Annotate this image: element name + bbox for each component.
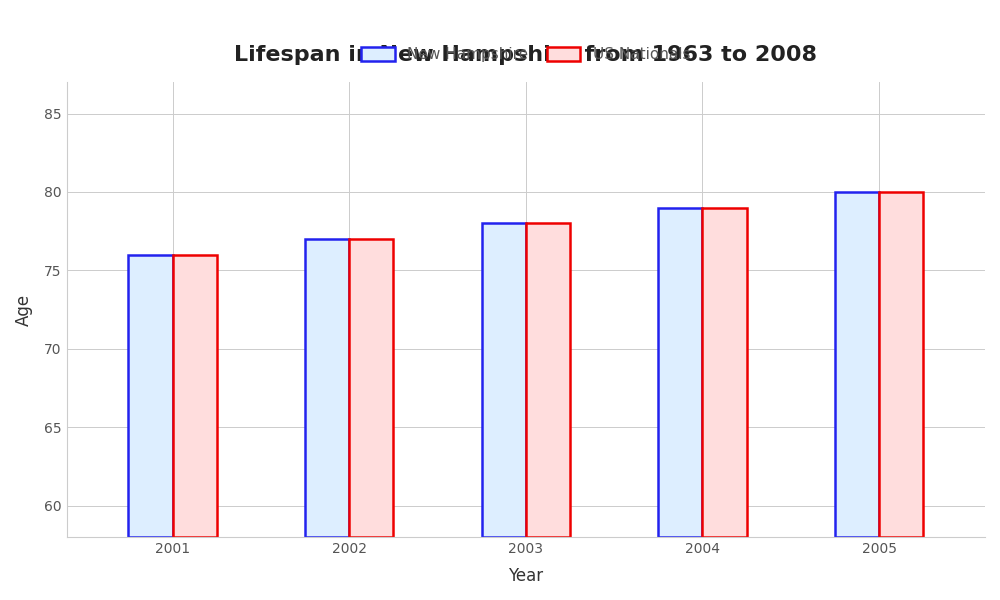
Bar xyxy=(879,192,923,537)
Bar xyxy=(128,255,173,537)
Bar xyxy=(349,239,393,537)
Legend: New Hampshire, US Nationals: New Hampshire, US Nationals xyxy=(354,40,698,70)
Bar xyxy=(658,208,702,537)
Bar xyxy=(173,255,217,537)
Bar xyxy=(526,223,570,537)
Bar xyxy=(835,192,879,537)
Title: Lifespan in New Hampshire from 1963 to 2008: Lifespan in New Hampshire from 1963 to 2… xyxy=(234,46,817,65)
Bar xyxy=(482,223,526,537)
Bar xyxy=(305,239,349,537)
Bar xyxy=(702,208,747,537)
X-axis label: Year: Year xyxy=(508,567,543,585)
Y-axis label: Age: Age xyxy=(15,293,33,326)
